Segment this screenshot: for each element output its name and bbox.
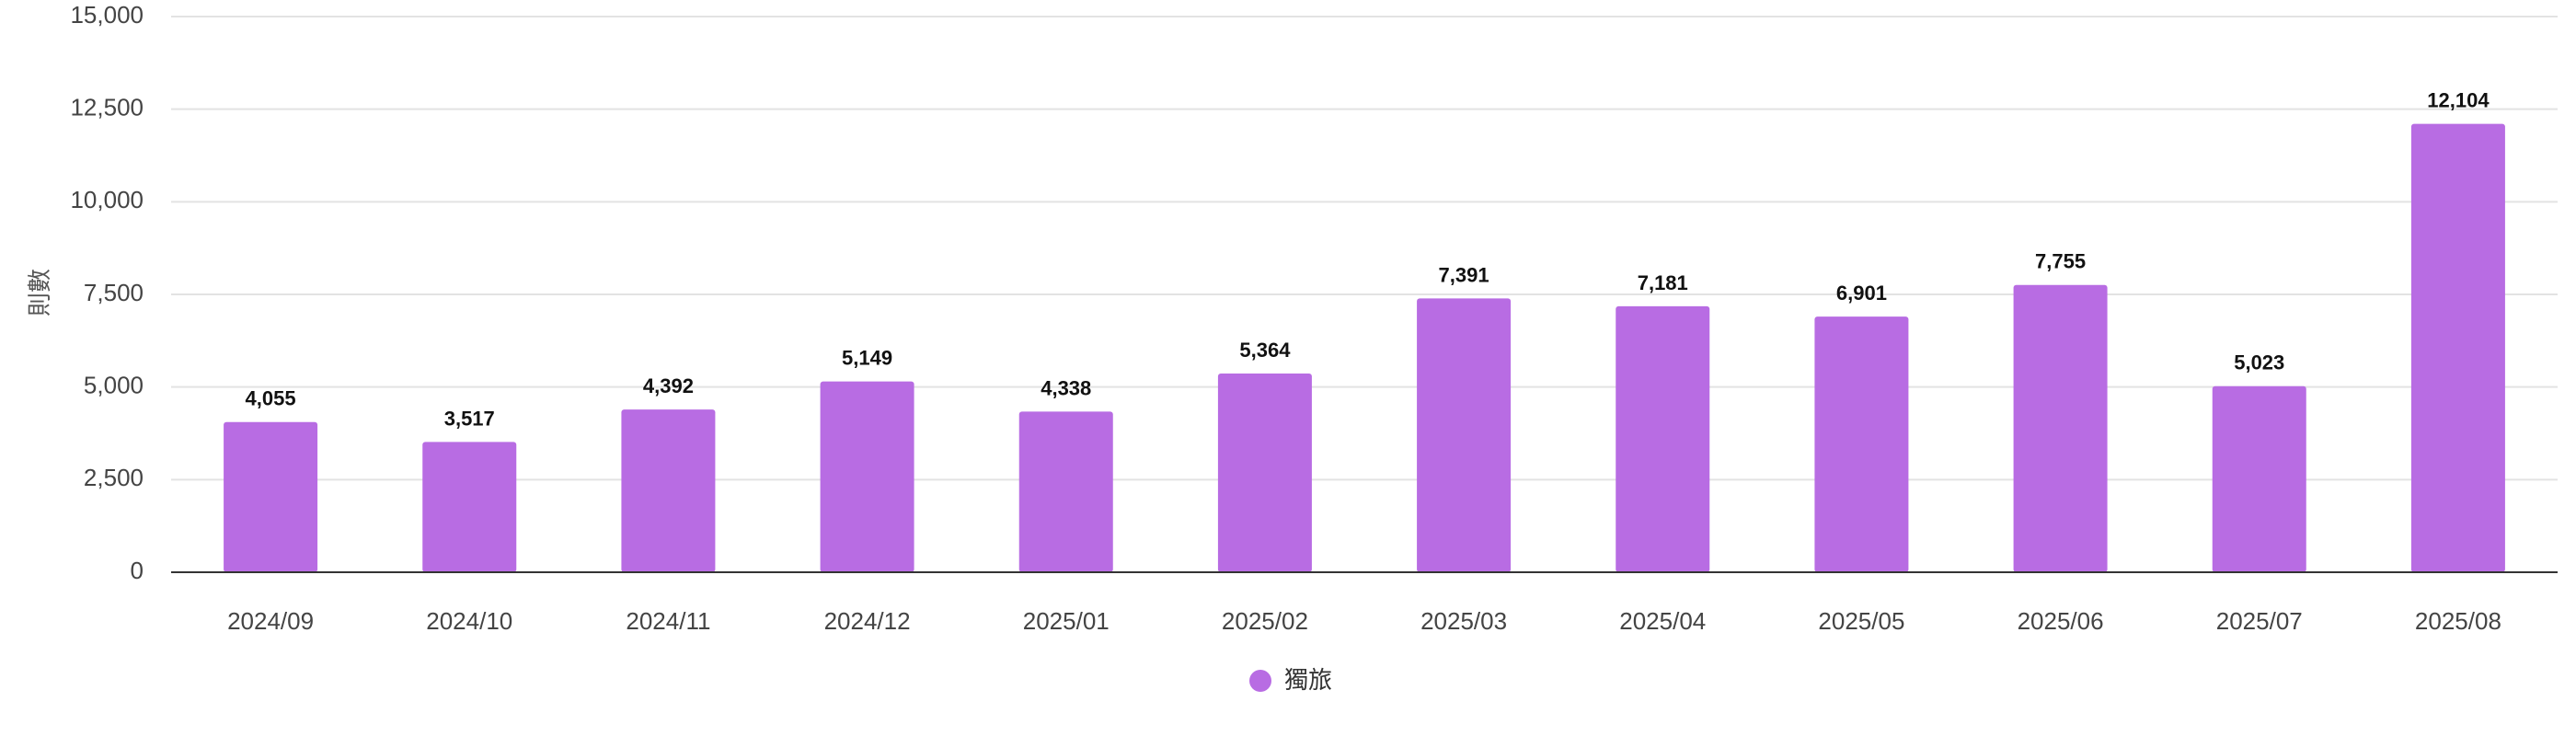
data-labels: 4,055 3,517 4,392 5,149 4,338 5,364 7,391 7,181…: [246, 89, 2490, 431]
bar-2025-02[interactable]: [1217, 374, 1312, 572]
legend-label-solo-travel: 獨旅: [1284, 666, 1332, 694]
data-label: 4,392: [643, 374, 694, 397]
bars: [224, 123, 2505, 572]
y-tick-label: 5,000: [84, 372, 144, 399]
x-tick-label: 2025/07: [2216, 607, 2303, 635]
data-label: 5,149: [842, 347, 892, 370]
data-label: 5,364: [1239, 339, 1291, 362]
bar-2024-12[interactable]: [820, 381, 914, 572]
x-tick-label: 2025/01: [1023, 607, 1110, 635]
legend-marker: [1249, 670, 1271, 692]
bar-2025-04[interactable]: [1616, 305, 1710, 572]
x-tick-label: 2024/12: [824, 607, 911, 635]
y-tick-label: 10,000: [70, 186, 144, 213]
bar-2025-07[interactable]: [2212, 385, 2306, 572]
x-tick-label: 2024/11: [626, 607, 710, 635]
bar-2024-11[interactable]: [621, 409, 716, 572]
x-tick-label: 2025/02: [1222, 607, 1308, 635]
data-label: 7,755: [2035, 250, 2086, 273]
data-label: 12,104: [2427, 89, 2490, 112]
x-tick-label: 2025/03: [1420, 607, 1507, 635]
x-tick-label: 2025/06: [2018, 607, 2104, 635]
y-tick-label: 0: [131, 557, 144, 584]
bar-2025-06[interactable]: [2013, 284, 2108, 572]
x-tick-label: 2025/04: [1619, 607, 1706, 635]
legend[interactable]: 獨旅: [1249, 666, 1332, 694]
x-tick-label: 2024/09: [227, 607, 314, 635]
data-label: 7,391: [1439, 263, 1489, 286]
x-tick-label: 2025/05: [1818, 607, 1904, 635]
data-label: 4,338: [1041, 376, 1091, 399]
gridlines: [171, 16, 2558, 481]
y-tick-label: 15,000: [70, 1, 144, 29]
data-label: 3,517: [444, 407, 495, 430]
bar-2025-03[interactable]: [1417, 298, 1512, 572]
bar-2025-05[interactable]: [1814, 316, 1909, 572]
bar-2024-10[interactable]: [422, 442, 517, 572]
y-tick-label: 7,500: [84, 279, 144, 306]
data-label: 4,055: [246, 387, 296, 410]
data-label: 5,023: [2234, 351, 2284, 374]
bar-2024-09[interactable]: [224, 421, 318, 572]
x-tick-label: 2025/08: [2415, 607, 2501, 635]
x-tick-label: 2024/10: [426, 607, 512, 635]
bar-2025-08[interactable]: [2410, 123, 2505, 572]
y-axis-ticks: 0 2,500 5,000 7,500 10,000 12,500 15,000: [70, 1, 144, 584]
data-label: 6,901: [1836, 282, 1887, 305]
y-tick-label: 12,500: [70, 94, 144, 121]
x-axis-ticks: 2024/09 2024/10 2024/11 2024/12 2025/01 2025/…: [227, 607, 2501, 635]
y-tick-label: 2,500: [84, 464, 144, 491]
bar-2025-01[interactable]: [1018, 411, 1113, 572]
y-axis-title: 則數: [26, 269, 53, 316]
data-label: 7,181: [1638, 271, 1688, 294]
